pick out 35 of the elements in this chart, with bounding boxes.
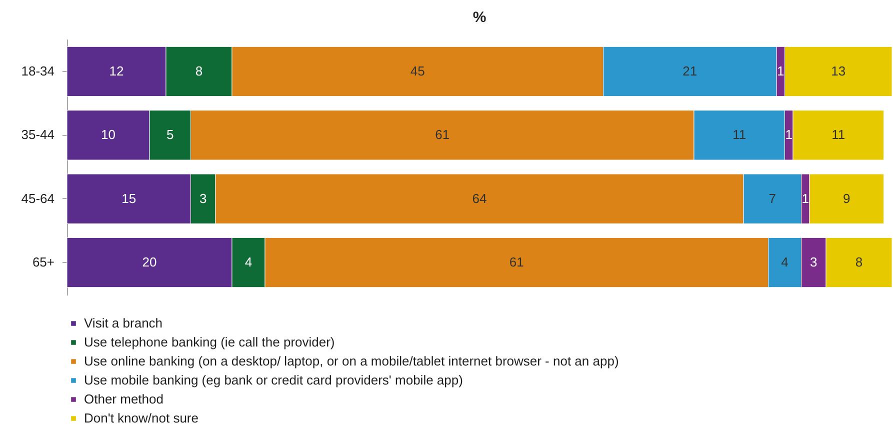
data-label: 21	[682, 63, 698, 78]
chart-title: %	[472, 9, 486, 26]
data-label: 9	[843, 190, 850, 206]
legend-label: Use online banking (on a desktop/ laptop, or on a mobile/tablet internet browser - not an app)	[84, 354, 619, 368]
data-label: 61	[435, 127, 450, 142]
legend-label: Visit a branch	[84, 316, 163, 330]
data-label: 64	[472, 190, 487, 206]
data-label: 11	[832, 127, 846, 142]
data-label: 13	[831, 63, 846, 78]
y-tick-label: 65+	[32, 254, 54, 270]
data-label: 45	[410, 63, 425, 78]
data-label: 1	[777, 63, 784, 78]
data-label: 15	[122, 190, 136, 206]
data-label: 1	[802, 190, 809, 206]
data-label: 5	[166, 127, 174, 142]
data-label: 3	[810, 254, 818, 270]
data-label: 20	[142, 254, 157, 270]
y-tick-label: 45-64	[21, 190, 54, 206]
legend-label: Other method	[84, 392, 164, 406]
y-tick-label: 35-44	[21, 127, 54, 142]
data-label: 1	[785, 127, 792, 142]
data-label: 4	[781, 254, 788, 270]
legend-label: Use mobile banking (eg bank or credit card providers' mobile app)	[84, 372, 463, 388]
data-label: 8	[195, 63, 203, 78]
legend-label: Use telephone banking (ie call the provider)	[84, 334, 335, 350]
data-label: 8	[855, 254, 863, 270]
data-label: 4	[244, 254, 252, 270]
data-label: 10	[101, 127, 116, 142]
y-tick-label: 18-34	[21, 63, 54, 78]
data-label: 61	[509, 254, 524, 270]
data-label: 3	[200, 190, 207, 206]
data-label: 12	[109, 63, 124, 78]
legend-label: Don't know/not sure	[84, 410, 198, 426]
data-label: 11	[732, 127, 746, 142]
data-label: 7	[768, 190, 776, 206]
